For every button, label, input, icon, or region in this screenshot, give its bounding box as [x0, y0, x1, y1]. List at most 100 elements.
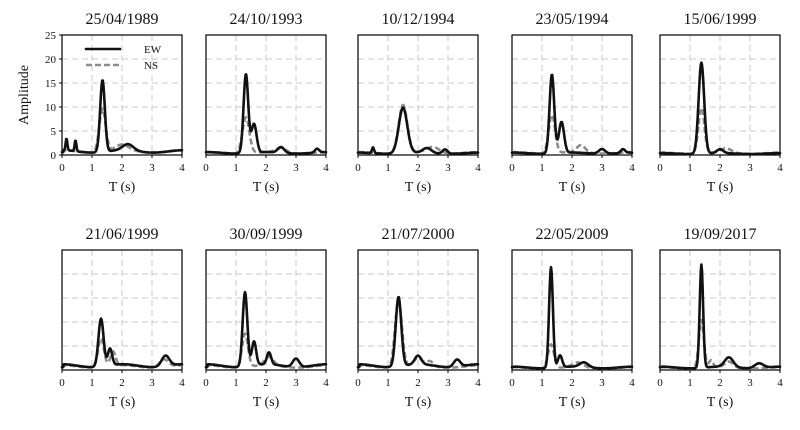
x-tick-label: 0 — [509, 162, 515, 174]
series-ew-line — [60, 79, 184, 154]
series-ew-line — [510, 73, 634, 156]
x-tick-label: 0 — [657, 162, 663, 174]
y-tick-label: 0 — [51, 150, 57, 162]
x-axis-label: T (s) — [405, 395, 432, 410]
series-ew-line — [204, 290, 328, 369]
panel-4: 23/05/1994 0 1 2 3 4 T (s) — [509, 11, 635, 195]
x-tick-label: 1 — [233, 162, 239, 174]
panel-title: 10/12/1994 — [382, 11, 455, 28]
x-tick-label: 3 — [747, 162, 753, 174]
panel-title: 25/04/1989 — [86, 11, 159, 28]
x-tick-label: 3 — [293, 377, 299, 389]
x-tick-label: 3 — [747, 377, 753, 389]
panel-5: 15/06/1999 0 1 2 3 4 T (s) — [657, 11, 783, 195]
x-tick-label: 0 — [657, 377, 663, 389]
x-tick-label: 1 — [687, 162, 693, 174]
x-tick-label: 1 — [89, 377, 95, 389]
series-ew-line — [356, 106, 480, 156]
x-tick-label: 0 — [355, 162, 361, 174]
x-tick-label: 1 — [89, 162, 95, 174]
x-tick-label: 4 — [323, 377, 329, 389]
y-tick-label: 10 — [45, 102, 57, 114]
legend-label-ns: NS — [144, 60, 158, 72]
panel-title: 23/05/1994 — [536, 11, 609, 28]
panel-title: 19/09/2017 — [684, 226, 757, 243]
legend: EW NS — [84, 44, 162, 72]
x-axis-label: T (s) — [559, 180, 586, 195]
x-tick-label: 2 — [119, 162, 125, 174]
x-tick-label: 1 — [385, 162, 391, 174]
y-tick-label: 20 — [45, 54, 57, 66]
y-tick-label: 5 — [51, 126, 57, 138]
x-tick-label: 2 — [717, 377, 723, 389]
y-tick-label: 15 — [45, 78, 57, 90]
x-axis-label: T (s) — [559, 395, 586, 410]
x-tick-label: 3 — [599, 162, 605, 174]
x-tick-label: 0 — [59, 377, 65, 389]
x-tick-label: 2 — [263, 162, 269, 174]
x-tick-label: 4 — [629, 162, 635, 174]
series-ew-line — [510, 265, 634, 370]
x-tick-label: 0 — [59, 162, 65, 174]
x-tick-label: 1 — [687, 377, 693, 389]
panel-title: 24/10/1993 — [230, 11, 303, 28]
x-tick-label: 2 — [415, 377, 421, 389]
panel-title: 21/07/2000 — [382, 226, 455, 243]
panel-7: 30/09/1999 0 1 2 3 4 T (s) — [203, 226, 329, 410]
x-tick-label: 1 — [539, 377, 545, 389]
x-tick-label: 3 — [599, 377, 605, 389]
panel-title: 22/05/2009 — [536, 226, 609, 243]
panel-6: 21/06/1999 0 1 2 3 4 T (s) — [59, 226, 185, 410]
panel-9: 22/05/2009 0 1 2 3 4 T (s) — [509, 226, 635, 410]
legend-label-ew: EW — [144, 44, 162, 56]
x-axis-label: T (s) — [109, 395, 136, 410]
x-tick-label: 4 — [179, 377, 185, 389]
series-ns-line — [511, 343, 633, 370]
x-tick-label: 2 — [717, 162, 723, 174]
panel-title: 21/06/1999 — [86, 226, 159, 243]
x-axis-label: T (s) — [109, 180, 136, 195]
x-tick-label: 2 — [119, 377, 125, 389]
panel-1: 25/04/1989 0 1 2 3 4 T (s) 0 5 10 15 20 25 EW NS — [45, 11, 185, 195]
panel-3: 10/12/1994 0 1 2 3 4 T (s) — [355, 11, 481, 195]
x-tick-label: 1 — [233, 377, 239, 389]
x-axis-label: T (s) — [707, 395, 734, 410]
panel-2: 24/10/1993 0 1 2 3 4 T (s) — [203, 11, 329, 195]
panel-8: 21/07/2000 0 1 2 3 4 T (s) — [355, 226, 481, 410]
series-ew-line — [658, 263, 782, 370]
x-tick-label: 4 — [323, 162, 329, 174]
panel-10: 19/09/2017 0 1 2 3 4 T (s) — [657, 226, 783, 410]
x-tick-label: 1 — [385, 377, 391, 389]
series-ew-line — [60, 317, 184, 369]
x-tick-label: 3 — [445, 377, 451, 389]
series-ew-line — [658, 61, 782, 156]
x-tick-label: 3 — [149, 162, 155, 174]
x-tick-label: 4 — [475, 162, 481, 174]
y-axis-label: Amplitude — [17, 65, 32, 125]
x-tick-label: 0 — [203, 377, 209, 389]
series-ew-line — [204, 73, 328, 155]
panel-title: 30/09/1999 — [230, 226, 303, 243]
x-axis-label: T (s) — [253, 395, 280, 410]
x-tick-label: 4 — [777, 162, 783, 174]
x-axis-label: T (s) — [253, 180, 280, 195]
x-tick-label: 4 — [179, 162, 185, 174]
x-tick-label: 4 — [777, 377, 783, 389]
x-tick-label: 4 — [629, 377, 635, 389]
x-tick-label: 0 — [203, 162, 209, 174]
series-ew-line — [356, 295, 480, 369]
x-tick-label: 2 — [415, 162, 421, 174]
x-tick-label: 0 — [509, 377, 515, 389]
x-axis-label: T (s) — [405, 180, 432, 195]
x-tick-label: 3 — [149, 377, 155, 389]
x-tick-label: 2 — [569, 377, 575, 389]
x-tick-label: 3 — [445, 162, 451, 174]
x-axis-label: T (s) — [707, 180, 734, 195]
x-tick-label: 2 — [263, 377, 269, 389]
x-tick-label: 4 — [475, 377, 481, 389]
panel-title: 15/06/1999 — [684, 11, 757, 28]
x-tick-label: 3 — [293, 162, 299, 174]
x-tick-label: 0 — [355, 377, 361, 389]
x-tick-label: 2 — [569, 162, 575, 174]
